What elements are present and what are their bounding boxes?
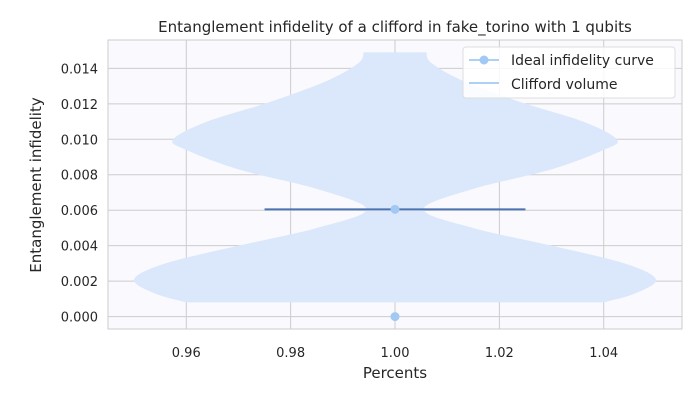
x-tick-label: 1.04 [589, 346, 618, 361]
legend-box [462, 46, 676, 99]
legend-marker-ideal [479, 55, 489, 65]
y-tick-label: 0.012 [61, 98, 98, 113]
legend-label-ideal: Ideal infidelity curve [511, 53, 654, 69]
chart-title: Entanglement infidelity of a clifford in… [158, 18, 632, 37]
x-tick-label: 1.02 [485, 346, 514, 361]
series-layer [390, 204, 400, 322]
y-axis-label: Entanglement infidelity [27, 97, 45, 273]
x-tick-label: 0.98 [276, 346, 305, 361]
y-tick-label: 0.000 [61, 311, 98, 326]
y-tick-label: 0.010 [61, 133, 98, 148]
legend: Ideal infidelity curve Clifford volume [462, 46, 676, 99]
y-tick-label: 0.008 [61, 169, 98, 184]
ideal-point [390, 312, 400, 322]
ideal-point [390, 204, 400, 214]
violin-body [133, 52, 657, 303]
x-axis-label: Percents [363, 364, 427, 382]
legend-label-clifford: Clifford volume [511, 77, 617, 93]
y-tick-label: 0.014 [61, 62, 98, 77]
x-tick-label: 1.00 [381, 346, 410, 361]
y-tick-labels: 0.000 0.002 0.004 0.006 0.008 0.010 0.012 0.014 [61, 62, 98, 325]
y-tick-label: 0.006 [61, 204, 98, 219]
y-tick-label: 0.002 [61, 275, 98, 290]
plot-frame [107, 39, 683, 330]
y-tick-label: 0.004 [61, 240, 98, 255]
x-tick-labels: 0.96 0.98 1.00 1.02 1.04 [172, 346, 618, 361]
x-tick-label: 0.96 [172, 346, 201, 361]
